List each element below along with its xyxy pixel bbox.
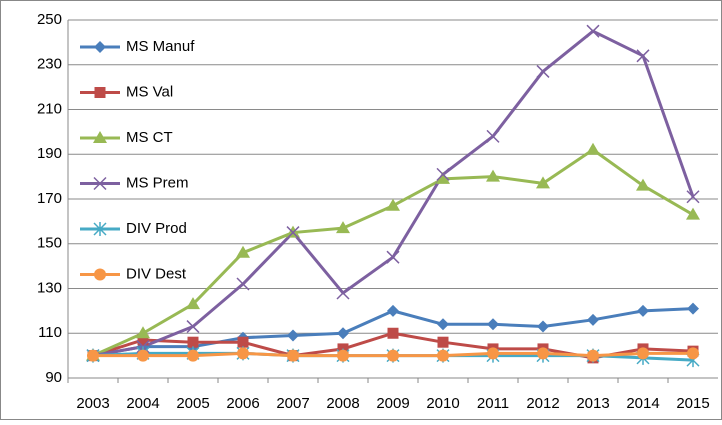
marker [286, 226, 300, 240]
marker [237, 347, 249, 360]
marker [487, 347, 499, 360]
marker [187, 336, 199, 348]
marker [137, 334, 149, 346]
y-tick-label: 150 [37, 235, 62, 252]
y-tick-label: 210 [37, 100, 62, 117]
x-tick-label: 2007 [276, 395, 309, 412]
legend-label: DIV Prod [126, 220, 187, 237]
marker [437, 349, 449, 362]
x-tick-label: 2003 [76, 395, 109, 412]
y-tick-label: 90 [45, 369, 62, 386]
marker [587, 313, 599, 326]
marker [386, 250, 400, 264]
y-tick-label: 130 [37, 279, 62, 296]
x-tick-label: 2015 [676, 395, 709, 412]
legend-label: MS Val [126, 83, 173, 100]
legend-label: MS Manuf [126, 38, 195, 55]
marker [186, 320, 200, 334]
marker [686, 190, 700, 204]
legend-label: MS CT [126, 129, 173, 146]
marker [637, 347, 649, 360]
marker [337, 327, 349, 340]
x-tick-label: 2011 [477, 395, 509, 412]
marker [537, 347, 549, 360]
marker [136, 326, 150, 339]
x-tick-label: 2014 [626, 395, 659, 412]
x-tick-label: 2004 [126, 395, 159, 412]
legend-marker [94, 268, 106, 281]
marker [336, 286, 350, 300]
marker [687, 302, 699, 315]
marker [386, 198, 400, 211]
marker [636, 178, 650, 191]
x-tick-label: 2006 [226, 395, 259, 412]
x-tick-label: 2012 [526, 395, 559, 412]
marker [287, 349, 299, 362]
marker [436, 167, 450, 181]
marker [486, 169, 500, 182]
marker [686, 207, 700, 220]
y-tick-label: 110 [38, 324, 62, 341]
marker [437, 318, 449, 331]
marker [337, 349, 349, 362]
marker [387, 304, 399, 317]
marker [687, 347, 699, 360]
y-tick-label: 250 [37, 11, 62, 28]
x-tick-label: 2010 [426, 395, 459, 412]
marker [586, 24, 600, 38]
marker [137, 349, 149, 362]
y-tick-label: 170 [37, 190, 62, 207]
marker [487, 318, 499, 331]
legend-marker [93, 222, 107, 236]
marker [586, 142, 600, 155]
marker [587, 349, 599, 362]
legend-marker [93, 176, 107, 191]
marker [387, 349, 399, 362]
legend-label: MS Prem [126, 174, 189, 191]
y-tick-label: 230 [37, 56, 62, 73]
marker [486, 129, 500, 143]
x-tick-label: 2009 [376, 395, 409, 412]
x-tick-label: 2013 [576, 395, 609, 412]
legend-marker [94, 41, 106, 53]
marker [536, 64, 550, 78]
legend-marker [94, 87, 106, 98]
marker [87, 349, 99, 362]
marker [236, 245, 250, 258]
marker [237, 336, 249, 348]
marker [537, 320, 549, 333]
marker [236, 277, 250, 291]
marker [636, 49, 650, 63]
legend-label: DIV Dest [126, 265, 187, 282]
y-tick-label: 190 [37, 145, 62, 162]
marker [336, 221, 350, 234]
marker [437, 336, 449, 348]
marker [637, 304, 649, 317]
marker [536, 176, 550, 189]
marker [287, 329, 299, 342]
marker [187, 349, 199, 362]
marker [436, 171, 450, 184]
legend-marker [93, 131, 107, 143]
x-tick-label: 2005 [176, 395, 209, 412]
marker [387, 327, 399, 339]
marker [186, 297, 200, 310]
x-tick-label: 2008 [326, 395, 359, 412]
